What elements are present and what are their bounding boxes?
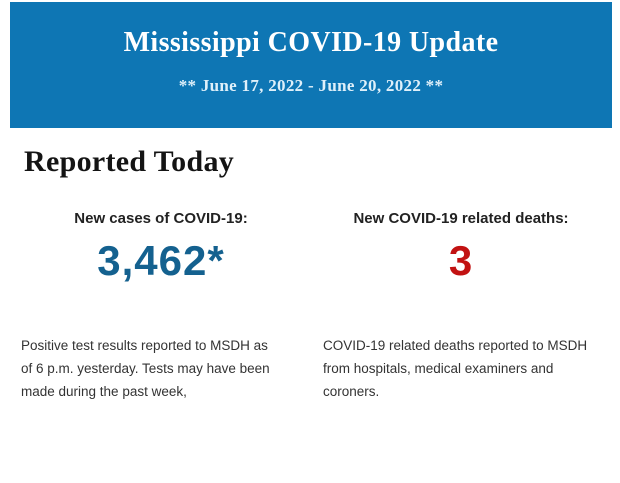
new-cases-description: Positive test results reported to MSDH a… (21, 338, 270, 399)
page-title: Mississippi COVID-19 Update (123, 27, 499, 58)
new-cases-label: New cases of COVID-19: (74, 210, 248, 227)
date-range: ** June 17, 2022 - June 20, 2022 ** (178, 76, 444, 95)
new-deaths-value: 3 (448, 237, 474, 284)
stat-card-new-cases: New cases of COVID-19: 3,462* Positive t… (21, 210, 301, 403)
stats-grid: New cases of COVID-19: 3,462* Positive t… (21, 210, 620, 403)
reported-today-heading: Reported Today (24, 145, 235, 178)
header-banner: Mississippi COVID-19 Update ** June 17, … (10, 2, 612, 128)
stat-card-new-deaths: New COVID-19 related deaths: 3 COVID-19 … (321, 210, 601, 403)
new-deaths-label: New COVID-19 related deaths: (353, 210, 569, 227)
new-cases-value: 3,462* (97, 237, 225, 284)
new-deaths-description: COVID-19 related deaths reported to MSDH… (323, 338, 588, 399)
